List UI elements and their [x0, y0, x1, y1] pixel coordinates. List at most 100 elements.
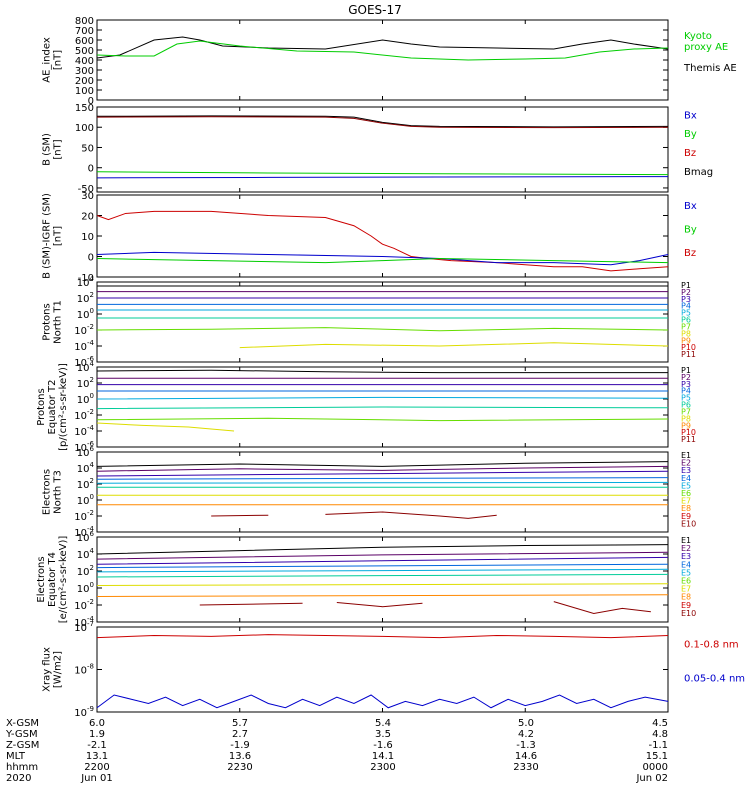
series-label: E8	[681, 593, 691, 602]
series-label: P11	[681, 435, 696, 444]
footer-value: 2300	[370, 762, 395, 773]
y-tick-label: 10-9	[74, 705, 94, 719]
y-axis-label: Equator T4	[47, 552, 58, 607]
y-axis-label: North T3	[53, 470, 64, 514]
y-tick-label: 10-4	[74, 339, 94, 353]
series-line-e8	[96, 594, 669, 597]
y-axis-label: [nT]	[53, 50, 64, 70]
series-label: P8	[681, 414, 691, 423]
footer-value: 2.7	[232, 729, 248, 740]
y-tick-label: 106	[77, 445, 95, 459]
footer-value: -1.1	[648, 740, 668, 751]
series-label: E8	[681, 504, 691, 513]
y-tick-label: -50	[78, 184, 94, 195]
series-line-by	[96, 258, 669, 264]
y-axis-label: Protons	[42, 303, 53, 340]
series-label: P10	[681, 428, 696, 437]
series-label: P9	[681, 336, 691, 345]
series-line-e9	[199, 602, 303, 606]
series-line-0-1-0-8-nm	[96, 634, 669, 639]
series-line-e9b	[325, 511, 497, 519]
footer-value: 2230	[227, 762, 252, 773]
series-label: 0.05-0.4 nm	[684, 673, 745, 684]
series-line-0-05-0-4-nm	[96, 694, 669, 709]
y-tick-label: 10-8	[74, 663, 94, 677]
series-line-bz	[96, 116, 669, 129]
footer-row-label: hhmm	[6, 762, 38, 773]
footer-value: 5.0	[518, 718, 534, 729]
y-axis-label: Xray flux	[42, 647, 53, 692]
series-label: P3	[681, 295, 691, 304]
series-label: E5	[681, 481, 691, 490]
panel-frame	[96, 19, 669, 101]
footer-value: 4.5	[652, 718, 668, 729]
series-line-e9	[211, 514, 269, 517]
series-label: Bmag	[684, 167, 713, 178]
series-label: Kyoto	[684, 31, 712, 42]
series-label: E10	[681, 609, 696, 618]
y-tick-label: 800	[75, 16, 94, 27]
series-label: 0.1-0.8 nm	[684, 639, 739, 650]
series-label: Bx	[684, 201, 697, 212]
footer-value: 6.0	[89, 718, 105, 729]
y-tick-label: 400	[75, 56, 94, 67]
series-line-e1	[96, 544, 669, 555]
series-line-e5	[96, 568, 669, 573]
series-label: P9	[681, 421, 691, 430]
y-tick-label: 0	[88, 96, 94, 107]
footer-value: 4.8	[652, 729, 668, 740]
footer-value: -1.3	[516, 740, 536, 751]
y-tick-label: 20	[81, 212, 94, 223]
footer-row-label: Y-GSM	[5, 729, 38, 740]
series-line-e3	[96, 556, 669, 565]
series-line-e7	[96, 583, 669, 586]
y-tick-label: 0	[88, 253, 94, 264]
footer-value: 14.6	[515, 751, 537, 762]
y-axis-label: [W/m2]	[53, 651, 64, 688]
y-tick-label: 104	[77, 275, 95, 289]
series-label: By	[684, 224, 697, 235]
series-label: P8	[681, 329, 691, 338]
series-line-e4	[96, 563, 669, 569]
y-tick-label: 30	[81, 191, 94, 202]
series-label: E10	[681, 519, 696, 528]
y-tick-label: 150	[75, 103, 94, 114]
footer-value: -1.6	[373, 740, 393, 751]
footer-value: 4.2	[518, 729, 534, 740]
series-line-e1	[96, 461, 669, 467]
y-tick-label: 10	[81, 232, 94, 243]
y-tick-label: 100	[75, 123, 94, 134]
y-tick-label: 10-2	[74, 323, 94, 337]
footer-value: Jun 01	[80, 773, 113, 784]
plot-title: GOES-17	[348, 3, 402, 17]
series-label: E6	[681, 577, 691, 586]
footer-row-label: Z-GSM	[6, 740, 39, 751]
panel-protons_t1: 10-6 10-4 10-2 100 102 104 Protons North T1 P1P2…	[42, 275, 697, 369]
y-tick-label: 10-7	[74, 620, 94, 634]
panel-electrons_t4: 10-4 10-2 100 102 104 106 Electrons Equator T4[…	[36, 530, 696, 629]
footer-value: 2200	[84, 762, 109, 773]
series-label: P2	[681, 288, 691, 297]
y-tick-label: 102	[77, 376, 94, 390]
series-label: E1	[681, 536, 691, 545]
y-tick-label: 10-6	[74, 355, 94, 369]
series-line-p7	[96, 417, 669, 422]
series-label: P1	[681, 366, 691, 375]
y-tick-label: 300	[75, 66, 94, 77]
panel-frame	[96, 451, 669, 533]
series-label: P7	[681, 322, 691, 331]
series-label: Themis AE	[683, 63, 737, 74]
y-axis-label: Equator T2	[47, 380, 58, 435]
y-tick-label: -10	[78, 273, 94, 284]
y-axis-label: Electrons	[42, 469, 53, 515]
series-label: E7	[681, 497, 691, 506]
series-label: E5	[681, 568, 691, 577]
series-label: By	[684, 129, 697, 140]
series-line-p8	[96, 422, 235, 432]
y-tick-label: 100	[77, 392, 94, 406]
series-label: P10	[681, 343, 696, 352]
series-label: E2	[681, 459, 691, 468]
panel-bsm: -50 0 50 100 150 B (SM) [nT] Bx By Bz Bmag	[42, 103, 714, 195]
series-line-bx	[96, 176, 669, 179]
